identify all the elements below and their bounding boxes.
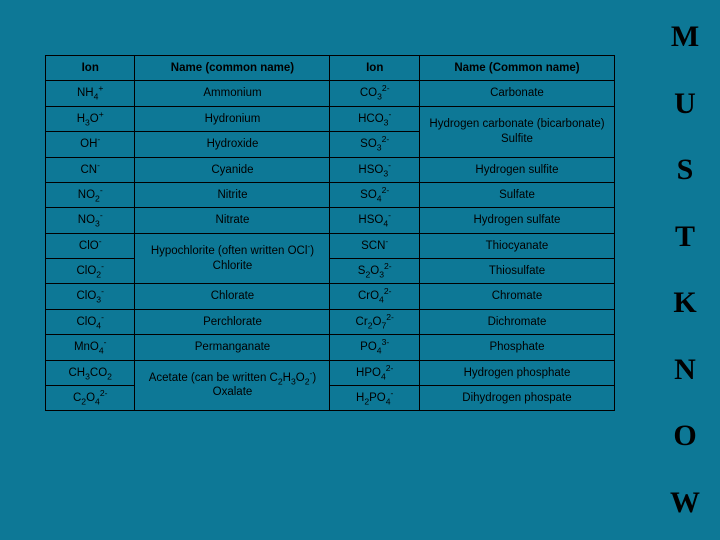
cell-name2: Hydrogen sulfate (419, 208, 614, 233)
cell-name2: Phosphate (419, 335, 614, 360)
cell-ion2: HCO3- (330, 106, 419, 131)
cell-name1: Acetate (can be written C2H3O2-) Oxalate (135, 360, 330, 411)
cell-ion2: HSO4- (330, 208, 419, 233)
table-row: NH4+AmmoniumCO32-Carbonate (46, 81, 615, 106)
cell-name1: Hydroxide (135, 132, 330, 157)
header-ion1: Ion (46, 56, 135, 81)
side-letter: S (670, 153, 700, 187)
table-body: NH4+AmmoniumCO32-CarbonateH3O+HydroniumH… (46, 81, 615, 411)
table-row: NO2-NitriteSO42-Sulfate (46, 182, 615, 207)
header-row: Ion Name (common name) Ion Name (Common … (46, 56, 615, 81)
cell-name2: Carbonate (419, 81, 614, 106)
side-letter: U (670, 87, 700, 121)
cell-ion2: S2O32- (330, 259, 419, 284)
side-letter: N (670, 353, 700, 387)
table-row: C2O42- H2PO4-Dihydrogen phospate (46, 385, 615, 410)
cell-ion1: ClO4- (46, 309, 135, 334)
table-wrapper: Ion Name (common name) Ion Name (Common … (0, 0, 720, 540)
cell-name1: Chlorate (135, 284, 330, 309)
side-letter: T (670, 220, 700, 254)
cell-ion1: CN- (46, 157, 135, 182)
table-row: CH3CO2Acetate (can be written C2H3O2-) O… (46, 360, 615, 385)
table-row: H3O+HydroniumHCO3-Hydrogen carbonate (bi… (46, 106, 615, 131)
side-letter: M (670, 20, 700, 54)
side-letter: O (670, 419, 700, 453)
cell-ion2: HSO3- (330, 157, 419, 182)
cell-ion2: SCN- (330, 233, 419, 258)
cell-name2: Chromate (419, 284, 614, 309)
cell-ion1: NO2- (46, 182, 135, 207)
cell-ion2: Cr2O72- (330, 309, 419, 334)
cell-name1: Nitrite (135, 182, 330, 207)
table-row: NO3-NitrateHSO4-Hydrogen sulfate (46, 208, 615, 233)
side-letters: MUSTKNOW (670, 20, 700, 520)
table-row: CN-CyanideHSO3-Hydrogen sulfite (46, 157, 615, 182)
cell-name2: Thiocyanate (419, 233, 614, 258)
cell-ion1: ClO3- (46, 284, 135, 309)
cell-ion1: ClO- (46, 233, 135, 258)
table-row: MnO4-PermanganatePO43-Phosphate (46, 335, 615, 360)
cell-ion2: PO43- (330, 335, 419, 360)
cell-ion2: CO32- (330, 81, 419, 106)
table-row: ClO4-PerchlorateCr2O72-Dichromate (46, 309, 615, 334)
cell-ion1: CH3CO2 (46, 360, 135, 385)
cell-name2: Hydrogen phosphate (419, 360, 614, 385)
cell-ion1: NH4+ (46, 81, 135, 106)
header-name1: Name (common name) (135, 56, 330, 81)
cell-ion1: H3O+ (46, 106, 135, 131)
ion-table: Ion Name (common name) Ion Name (Common … (45, 55, 615, 411)
cell-ion2: SO32- (330, 132, 419, 157)
header-name2: Name (Common name) (419, 56, 614, 81)
header-ion2: Ion (330, 56, 419, 81)
cell-name1: Ammonium (135, 81, 330, 106)
cell-ion2: CrO42- (330, 284, 419, 309)
cell-name1: Hydronium (135, 106, 330, 131)
cell-ion2: HPO42- (330, 360, 419, 385)
cell-ion1: C2O42- (46, 385, 135, 410)
cell-ion2: H2PO4- (330, 385, 419, 410)
cell-ion1: NO3- (46, 208, 135, 233)
cell-name2: Hydrogen sulfite (419, 157, 614, 182)
cell-name2: Dichromate (419, 309, 614, 334)
side-letter: K (670, 286, 700, 320)
table-row: ClO-Hypochlorite (often written OCl-) Ch… (46, 233, 615, 258)
cell-ion2: SO42- (330, 182, 419, 207)
main-container: Ion Name (common name) Ion Name (Common … (0, 0, 720, 540)
table-row: ClO2- S2O32-Thiosulfate (46, 259, 615, 284)
cell-ion1: OH- (46, 132, 135, 157)
cell-name1: Nitrate (135, 208, 330, 233)
cell-name1: Hypochlorite (often written OCl-) Chlori… (135, 233, 330, 284)
cell-name2: Thiosulfate (419, 259, 614, 284)
cell-name2: Sulfate (419, 182, 614, 207)
cell-ion1: ClO2- (46, 259, 135, 284)
cell-name1: Permanganate (135, 335, 330, 360)
cell-name2: Dihydrogen phospate (419, 385, 614, 410)
cell-ion1: MnO4- (46, 335, 135, 360)
cell-name1: Cyanide (135, 157, 330, 182)
table-row: ClO3-ChlorateCrO42-Chromate (46, 284, 615, 309)
cell-name2: Hydrogen carbonate (bicarbonate) Sulfite (419, 106, 614, 157)
cell-name1: Perchlorate (135, 309, 330, 334)
side-letter: W (670, 486, 700, 520)
